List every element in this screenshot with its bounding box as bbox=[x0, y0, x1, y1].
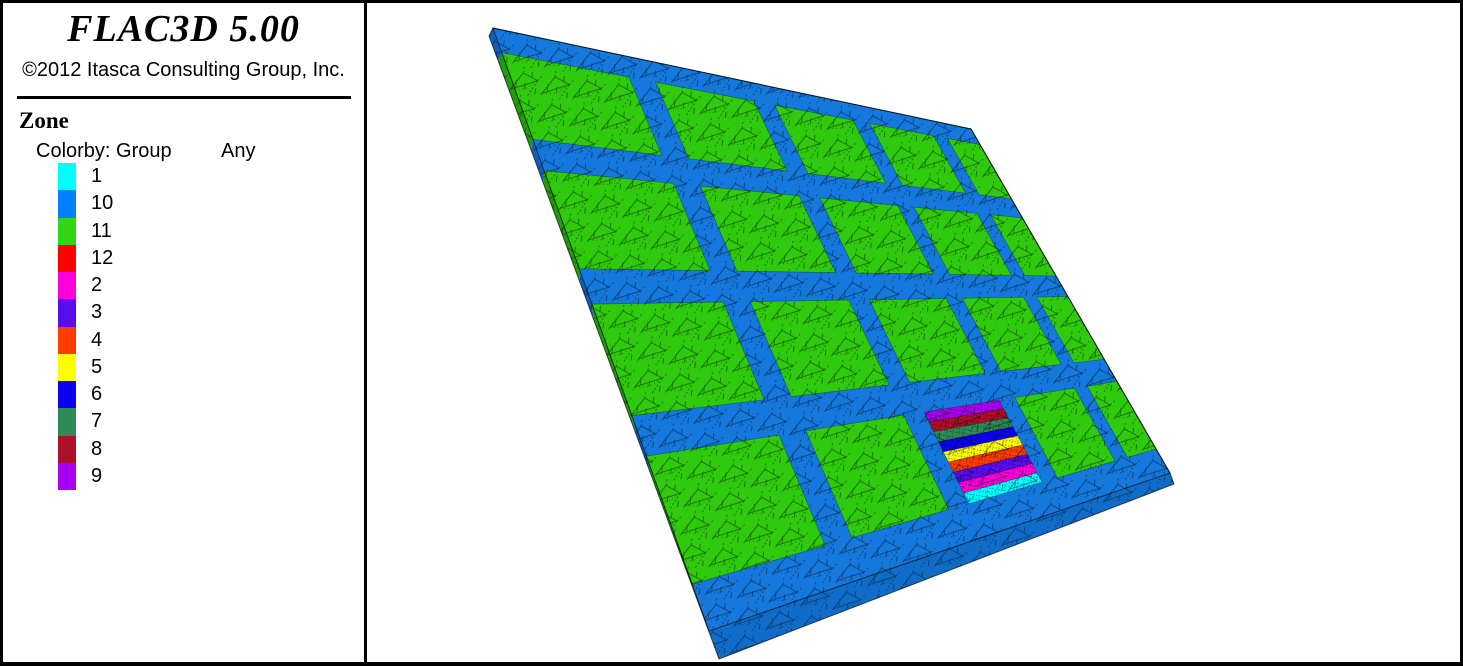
legend-item-label: 6 bbox=[91, 383, 103, 405]
legend-item-label: 4 bbox=[91, 328, 103, 351]
colorby-label: Colorby: Group bbox=[36, 140, 172, 162]
legend-item: 5 bbox=[58, 353, 278, 382]
legend-item-label: 10 bbox=[91, 192, 114, 215]
legend-item: 1 bbox=[58, 163, 278, 191]
legend-section-title: Zone bbox=[19, 108, 69, 133]
legend-panel: FLAC3D 5.00 ©2012 Itasca Consulting Grou… bbox=[3, 3, 367, 662]
legend-color-swatch bbox=[58, 408, 76, 436]
legend-list: 1 10 11 12 2 3 bbox=[58, 163, 278, 491]
legend-color-swatch bbox=[58, 353, 76, 382]
legend-item: 6 bbox=[58, 381, 278, 409]
legend-color-swatch bbox=[58, 163, 76, 191]
model-viewport[interactable] bbox=[370, 3, 1460, 662]
legend-item-label: 5 bbox=[91, 355, 103, 378]
legend-divider-rule bbox=[17, 96, 351, 99]
legend-item-label: 8 bbox=[91, 437, 103, 460]
legend-item: 10 bbox=[58, 190, 278, 218]
legend-color-swatch bbox=[58, 381, 76, 409]
legend-color-swatch bbox=[58, 326, 76, 354]
filter-value-label: Any bbox=[221, 140, 256, 162]
copyright-text: ©2012 Itasca Consulting Group, Inc. bbox=[22, 59, 345, 81]
legend-color-swatch bbox=[58, 272, 76, 300]
legend-item: 4 bbox=[58, 326, 278, 354]
legend-item-label: 2 bbox=[91, 274, 103, 296]
app-title: FLAC3D 5.00 bbox=[67, 8, 300, 50]
legend-item-label: 7 bbox=[91, 410, 103, 433]
legend-item-label: 11 bbox=[91, 219, 112, 242]
legend-item: 11 bbox=[58, 217, 278, 245]
legend-color-swatch bbox=[58, 244, 76, 273]
legend-color-swatch bbox=[58, 217, 76, 245]
legend-color-swatch bbox=[58, 435, 76, 463]
legend-item-label: 3 bbox=[91, 301, 103, 324]
legend-item: 9 bbox=[58, 462, 278, 491]
legend-color-swatch bbox=[58, 190, 76, 218]
legend-item-label: 12 bbox=[91, 246, 114, 269]
legend-item: 12 bbox=[58, 244, 278, 273]
legend-color-swatch bbox=[58, 299, 76, 327]
legend-color-swatch bbox=[58, 462, 76, 491]
legend-item-label: 1 bbox=[91, 165, 103, 187]
legend-item-label: 9 bbox=[91, 464, 103, 487]
legend-item: 3 bbox=[58, 299, 278, 327]
legend-item: 7 bbox=[58, 408, 278, 436]
legend-item: 2 bbox=[58, 272, 278, 300]
legend-item: 8 bbox=[58, 435, 278, 463]
